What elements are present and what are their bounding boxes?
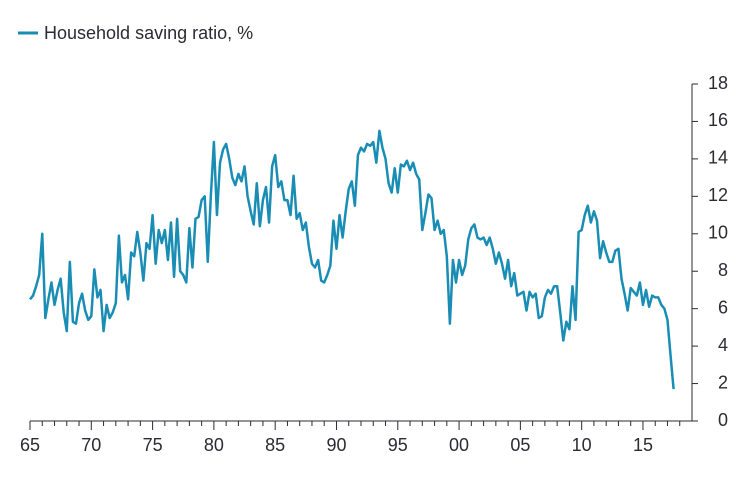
x-tick-label: 95 [388, 435, 408, 455]
x-tick-label: 15 [633, 435, 653, 455]
y-tick-label: 16 [708, 110, 728, 130]
y-tick-label: 0 [718, 410, 728, 430]
x-tick-label: 90 [326, 435, 346, 455]
y-tick-label: 18 [708, 73, 728, 93]
x-tick-label: 65 [20, 435, 40, 455]
y-tick-label: 10 [708, 223, 728, 243]
legend-label: Household saving ratio, % [44, 23, 253, 43]
data-line [29, 129, 675, 390]
y-tick-label: 12 [708, 185, 728, 205]
y-tick-label: 8 [718, 260, 728, 280]
x-tick-label: 75 [143, 435, 163, 455]
x-tick-label: 70 [81, 435, 101, 455]
y-tick-label: 14 [708, 148, 728, 168]
x-tick-label: 80 [204, 435, 224, 455]
x-tick-label: 00 [449, 435, 469, 455]
y-tick-label: 4 [718, 335, 728, 355]
y-tick-label: 2 [718, 372, 728, 392]
y-tick-label: 6 [718, 297, 728, 317]
x-tick-label: 05 [510, 435, 530, 455]
x-tick-label: 85 [265, 435, 285, 455]
x-tick-label: 10 [572, 435, 592, 455]
